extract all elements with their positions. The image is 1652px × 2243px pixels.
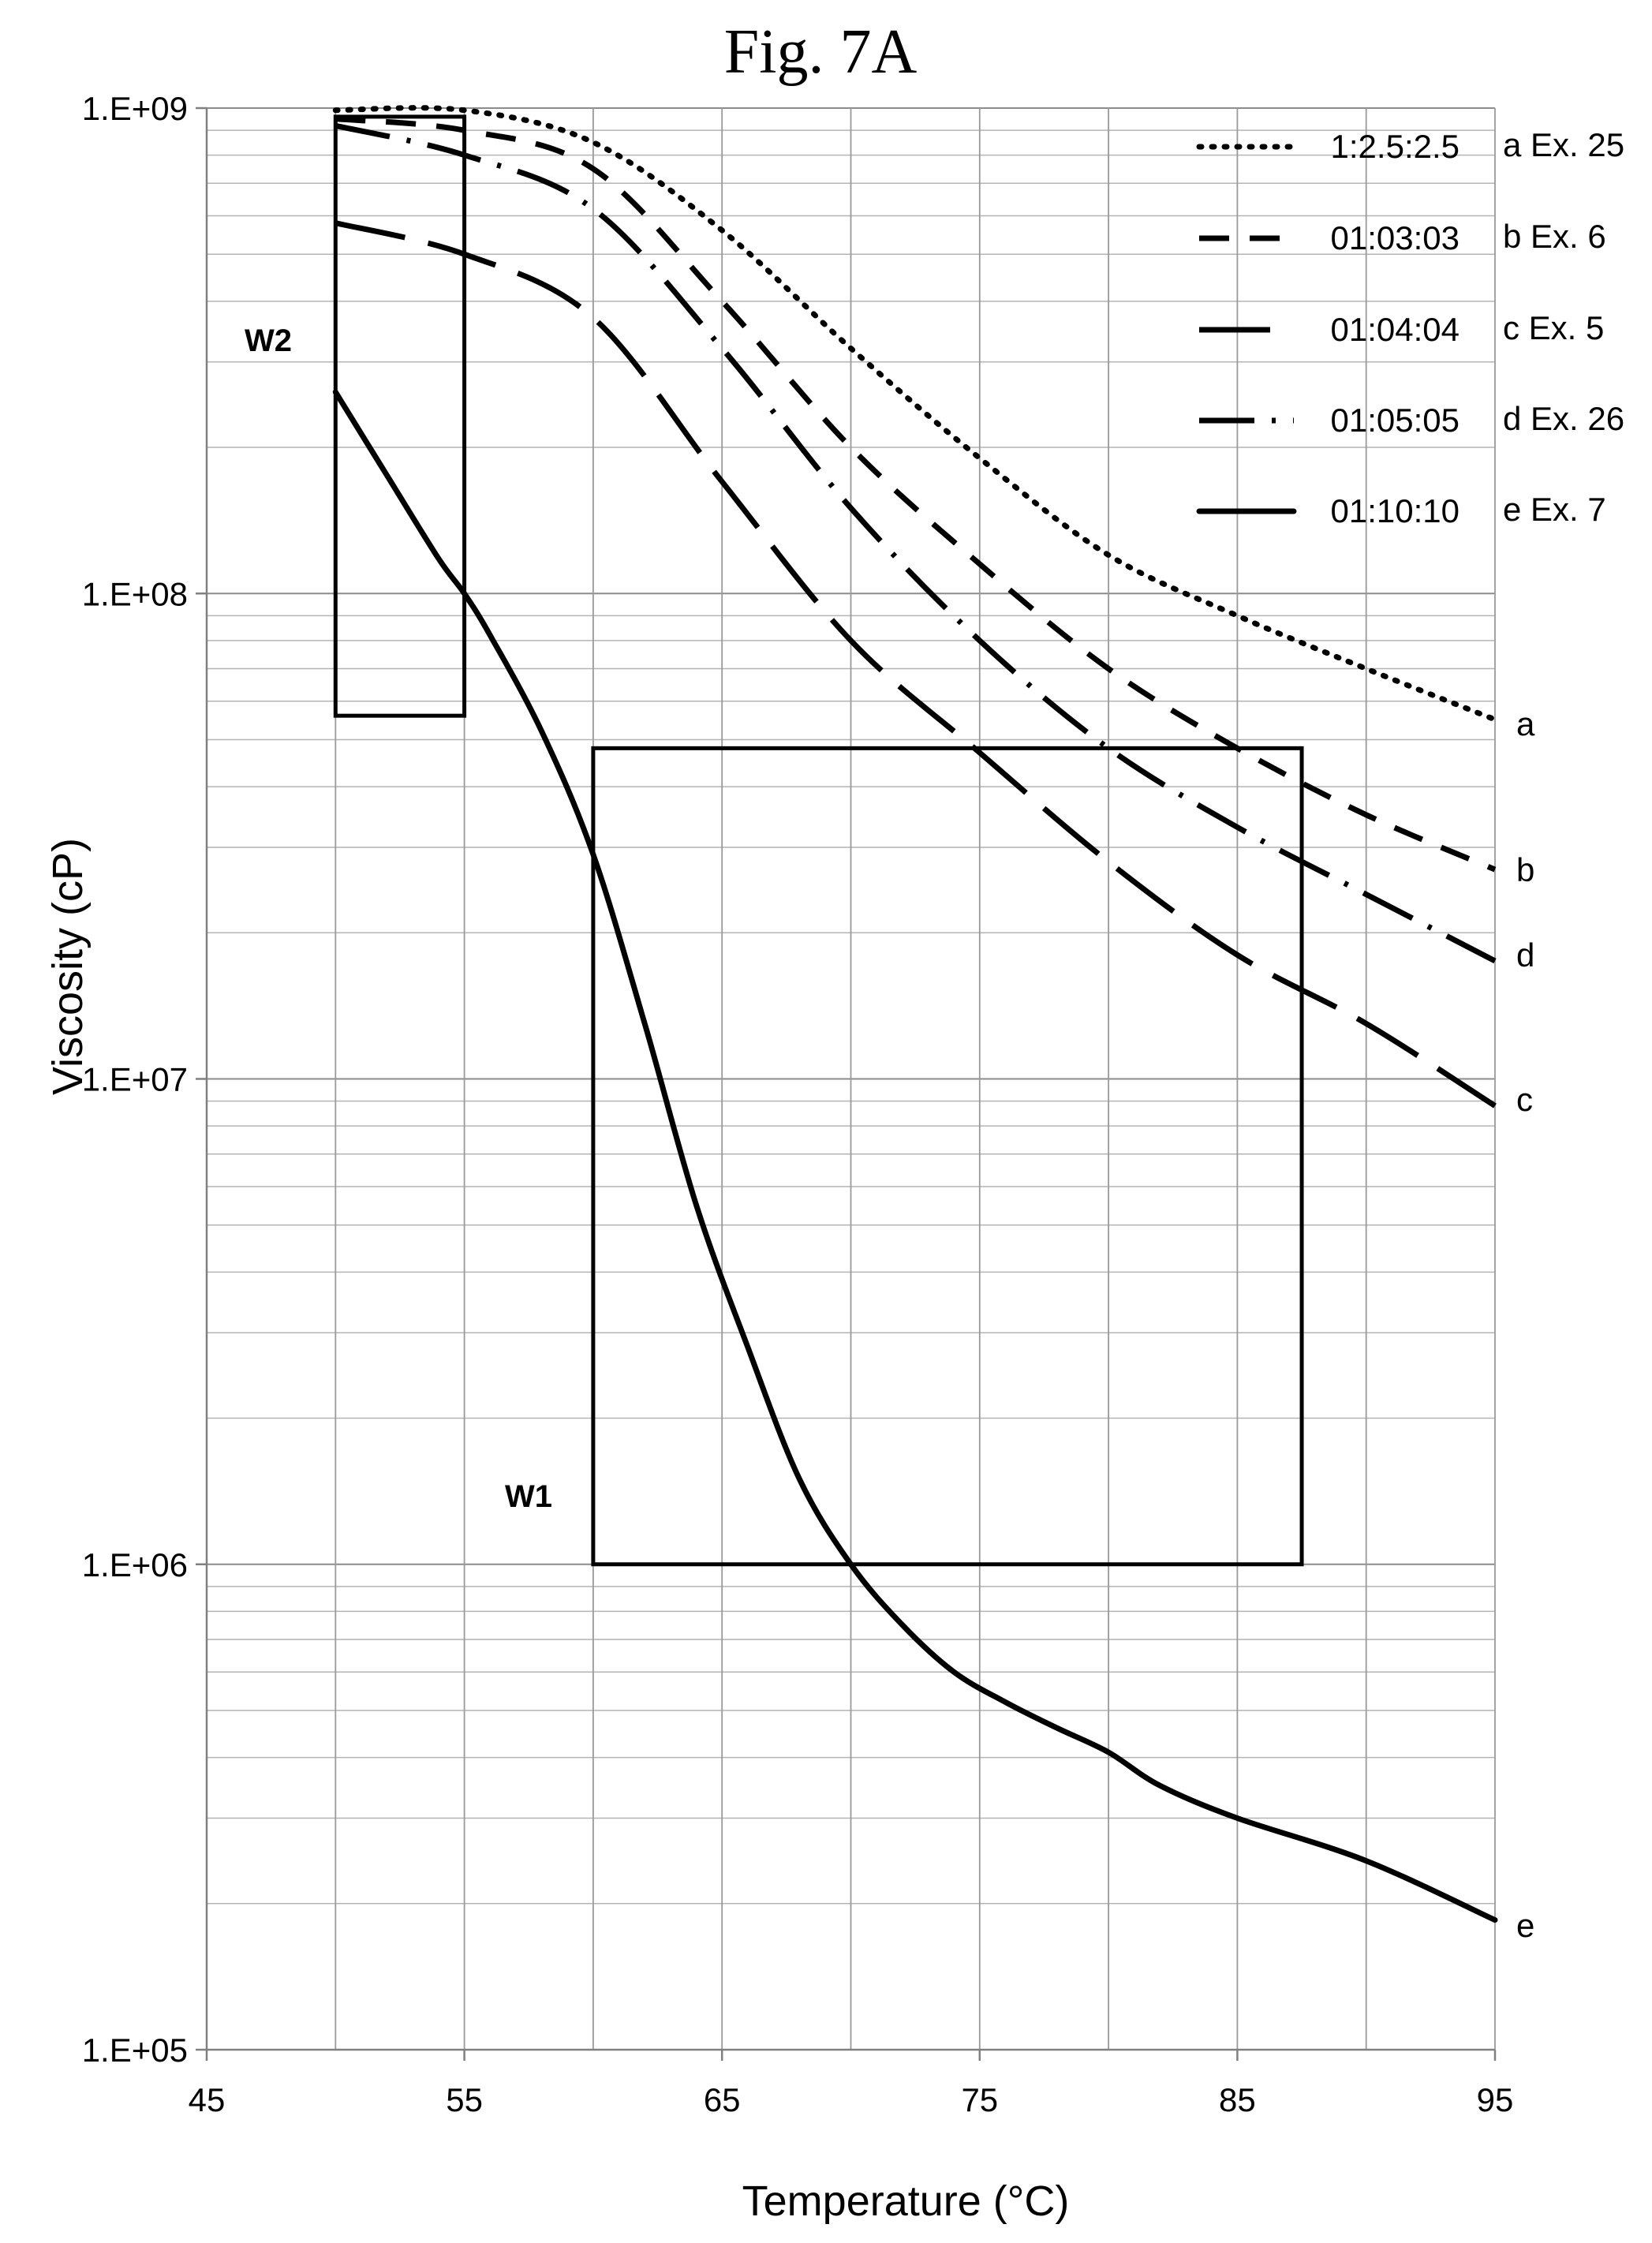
gridlines xyxy=(207,107,1496,2050)
data-series xyxy=(332,105,1498,1923)
legend-label: 1:2.5:2.5 xyxy=(1331,128,1460,165)
legend-note: a Ex. 25 xyxy=(1503,126,1624,163)
legend-note: e Ex. 7 xyxy=(1503,491,1606,528)
series-line-b xyxy=(335,116,1497,873)
legend-note: c Ex. 5 xyxy=(1503,309,1604,346)
y-tick-label: 1.E+08 xyxy=(82,575,188,612)
series-end-label: b xyxy=(1516,851,1534,888)
tick-labels: 1.E+05 1.E+06 1.E+07 1.E+08 1.E+09 45 55 65 75 85… xyxy=(82,90,1514,2118)
legend-label: 01:10:10 xyxy=(1331,492,1460,529)
window-box-label: W1 xyxy=(505,1479,552,1514)
x-tick-label: 65 xyxy=(704,2081,741,2118)
window-boxes: W2 W1 xyxy=(245,114,1304,1567)
legend-label: 01:04:04 xyxy=(1331,311,1460,348)
window-box-label: W2 xyxy=(245,323,292,358)
axes xyxy=(196,107,1497,2061)
window-box-w2 xyxy=(333,114,467,718)
series-end-label: c xyxy=(1516,1081,1533,1118)
y-tick-label: 1.E+07 xyxy=(82,1061,188,1098)
x-tick-label: 55 xyxy=(446,2081,483,2118)
series-line-d xyxy=(335,122,1497,964)
legend-note: d Ex. 26 xyxy=(1503,400,1624,437)
legend-label: 01:05:05 xyxy=(1331,402,1460,439)
x-tick-label: 45 xyxy=(189,2081,226,2118)
y-tick-label: 1.E+05 xyxy=(82,2032,188,2069)
series-end-label: d xyxy=(1516,936,1534,974)
series-line-a xyxy=(332,105,1498,723)
x-tick-label: 95 xyxy=(1477,2081,1514,2118)
legend-label: 01:03:03 xyxy=(1331,219,1460,256)
y-tick-label: 1.E+06 xyxy=(82,1546,188,1583)
y-axis-label: Viscosity (cP) xyxy=(44,838,92,1095)
series-end-label: a xyxy=(1516,705,1535,742)
series-end-labels: a b c d e xyxy=(1516,705,1535,1944)
y-tick-label: 1.E+09 xyxy=(82,90,188,127)
x-tick-label: 75 xyxy=(961,2081,998,2118)
figure-title: Fig. 7A xyxy=(724,17,918,87)
series-line-e xyxy=(332,389,1498,1923)
legend-note: b Ex. 6 xyxy=(1503,218,1606,255)
x-axis-label: Temperature (°C) xyxy=(742,2178,1070,2225)
x-tick-label: 85 xyxy=(1219,2081,1256,2118)
series-line-c xyxy=(335,220,1497,1108)
series-end-label: e xyxy=(1516,1907,1534,1944)
window-box-w1 xyxy=(591,746,1304,1567)
legend: 1:2.5:2.5 a Ex. 25 01:03:03 b Ex. 6 01:04:04… xyxy=(1196,126,1624,529)
